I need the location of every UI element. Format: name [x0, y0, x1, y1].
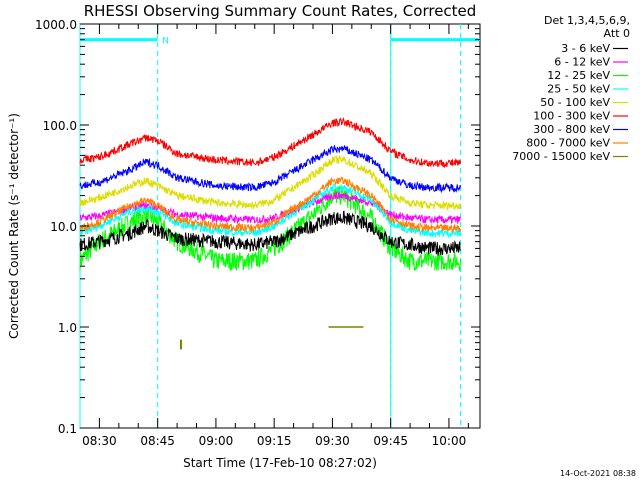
y-tick-label: 1.0 — [58, 321, 77, 335]
series-800-7000keV — [79, 176, 462, 234]
series-12-25keV — [79, 186, 462, 271]
series-line — [79, 154, 462, 211]
legend-entry-label: 7000 - 15000 keV — [512, 150, 610, 163]
series-line — [79, 186, 462, 271]
series-50-100keV — [79, 154, 462, 211]
y-tick-label: 0.1 — [58, 422, 77, 436]
x-tick-label: 09:00 — [199, 434, 234, 448]
x-tick-label: 09:30 — [315, 434, 350, 448]
x-axis: 08:30 08:45 09:00 09:15 09:30 09:45 10:00 — [82, 24, 469, 448]
x-tick-label: 09:45 — [373, 434, 408, 448]
x-tick-label: 10:00 — [432, 434, 467, 448]
legend-entry-label: 100 - 300 keV — [533, 110, 610, 123]
series-layer — [79, 117, 462, 350]
series-line — [79, 176, 462, 234]
footer-timestamp: 14-Oct-2021 08:38 — [560, 469, 636, 478]
x-tick-label: 08:45 — [140, 434, 175, 448]
night-marker-label: N — [162, 37, 169, 47]
series-25-50keV — [79, 182, 461, 239]
series-line — [79, 210, 461, 256]
y-axis-label: Corrected Count Rate (s⁻¹ detector⁻¹) — [7, 113, 21, 339]
legend-entry-label: 12 - 25 keV — [547, 69, 610, 82]
series-300-800keV — [79, 144, 462, 194]
y-tick-label: 10.0 — [50, 220, 77, 234]
chart-title: RHESSI Observing Summary Count Rates, Co… — [84, 2, 477, 20]
legend-entry-label: 3 - 6 keV — [561, 42, 610, 55]
flags-layer: N — [79, 24, 480, 428]
series-line — [79, 117, 462, 169]
legend-header: Att 0 — [604, 27, 630, 40]
legend-entry-label: 800 - 7000 keV — [526, 137, 610, 150]
series-3-6keV — [79, 210, 461, 256]
legend-entry-label: 25 - 50 keV — [547, 83, 610, 96]
series-line — [79, 182, 461, 239]
legend-entry-label: 6 - 12 keV — [554, 56, 610, 69]
series-6-12keV — [79, 190, 462, 225]
legend-entry-label: 300 - 800 keV — [533, 123, 610, 136]
series-line — [79, 144, 462, 194]
y-tick-label: 1000.0 — [35, 18, 77, 32]
legend-entry-label: 50 - 100 keV — [540, 96, 610, 109]
series-line — [79, 190, 462, 225]
x-tick-label: 08:30 — [82, 434, 117, 448]
series-100-300keV — [79, 117, 462, 169]
x-tick-label: 09:15 — [257, 434, 292, 448]
y-tick-label: 100.0 — [43, 119, 77, 133]
x-axis-label: Start Time (17-Feb-10 08:27:02) — [183, 456, 377, 470]
y-axis: 0.1 1.0 10.0 100.0 1000.0 — [35, 18, 480, 436]
legend-header: Det 1,3,4,5,6,9, — [544, 14, 630, 27]
